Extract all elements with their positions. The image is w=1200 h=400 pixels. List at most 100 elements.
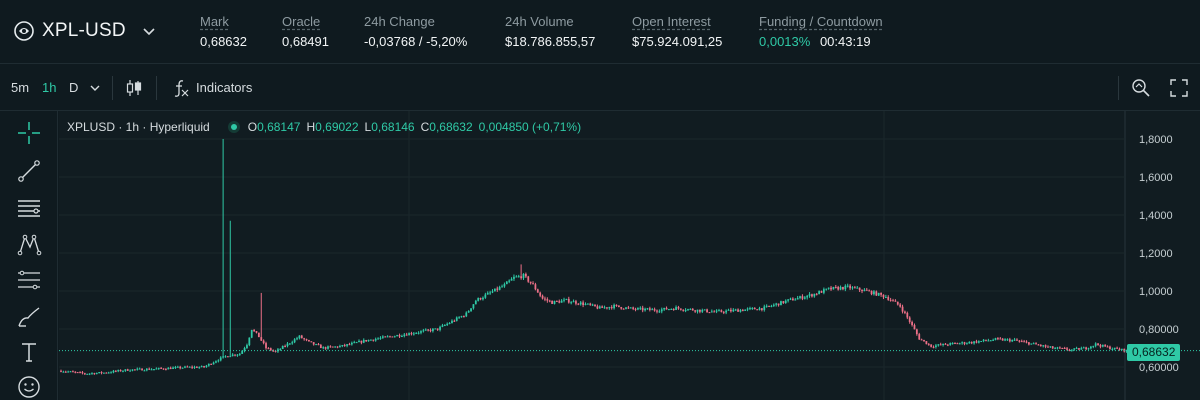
emoji-icon[interactable] bbox=[16, 374, 42, 400]
candle-body bbox=[1006, 339, 1009, 341]
candle-body bbox=[484, 294, 487, 298]
candle-body bbox=[734, 309, 737, 311]
candle-body bbox=[758, 308, 761, 311]
candle-body bbox=[746, 308, 749, 310]
candle-body bbox=[1089, 346, 1092, 349]
candle-body bbox=[470, 308, 472, 311]
candle-body bbox=[260, 337, 263, 341]
candle-body bbox=[226, 356, 229, 358]
candle-body bbox=[372, 339, 375, 341]
candle-body bbox=[563, 299, 565, 301]
candle-body bbox=[904, 311, 906, 313]
candle-body bbox=[401, 335, 403, 337]
candle-body bbox=[1075, 348, 1078, 350]
candle-body bbox=[434, 328, 437, 330]
chevron-down-icon[interactable] bbox=[87, 80, 103, 96]
candle-body bbox=[205, 365, 208, 368]
candle-body bbox=[348, 344, 351, 346]
candle-body bbox=[83, 373, 86, 375]
candle-body bbox=[246, 345, 248, 349]
candle-body bbox=[336, 346, 339, 348]
candlestick-plot[interactable]: 1,8000 1,6000 1,4000 1,2000 1,0000 0,80000 0,6… bbox=[59, 111, 1200, 400]
candle-body bbox=[873, 291, 875, 295]
crosshair-icon[interactable] bbox=[16, 120, 42, 146]
candle-body bbox=[98, 372, 101, 374]
candle-body bbox=[730, 309, 732, 312]
candle-body bbox=[386, 336, 389, 338]
candle-body bbox=[527, 276, 530, 282]
candle-body bbox=[937, 344, 940, 346]
candle-body bbox=[677, 307, 680, 309]
market-selector[interactable]: XPL-USD bbox=[14, 20, 156, 42]
interval-1h[interactable]: 1h bbox=[42, 80, 57, 95]
stat-label[interactable]: Mark bbox=[200, 14, 229, 29]
candle-body bbox=[772, 304, 775, 306]
candle-body bbox=[1042, 345, 1045, 347]
candle-body bbox=[613, 304, 615, 309]
candle-body bbox=[255, 331, 258, 333]
candle-body bbox=[591, 304, 594, 306]
candle-body bbox=[1111, 349, 1114, 351]
candle-body bbox=[446, 323, 449, 326]
candle-body bbox=[575, 301, 577, 304]
candle-body bbox=[377, 338, 379, 340]
search-zoom-icon[interactable] bbox=[1131, 78, 1151, 98]
function-icon[interactable] bbox=[171, 78, 191, 98]
candle-body bbox=[834, 286, 837, 288]
candle-body bbox=[305, 339, 308, 341]
candle-body bbox=[820, 291, 823, 293]
candle-body bbox=[379, 337, 382, 339]
stat-label[interactable]: Funding / Countdown bbox=[759, 14, 883, 29]
trend-line-icon[interactable] bbox=[16, 158, 42, 184]
candle-body bbox=[701, 310, 704, 312]
candle-body bbox=[148, 368, 151, 370]
chevron-down-icon[interactable] bbox=[142, 24, 156, 38]
candle-type-icon[interactable] bbox=[124, 78, 144, 98]
fullscreen-icon[interactable] bbox=[1169, 78, 1189, 98]
interval-d[interactable]: D bbox=[69, 80, 79, 95]
candle-body bbox=[265, 343, 267, 349]
indicators-button[interactable]: Indicators bbox=[196, 80, 253, 95]
candle-body bbox=[908, 317, 911, 322]
candle-body bbox=[1085, 347, 1088, 350]
candle-body bbox=[956, 343, 959, 345]
candle-body bbox=[832, 286, 835, 290]
candle-body bbox=[207, 363, 210, 366]
candle-body bbox=[393, 336, 396, 338]
candle-body bbox=[112, 370, 115, 373]
candle-body bbox=[119, 370, 122, 372]
candle-body bbox=[1125, 349, 1128, 352]
candle-body bbox=[300, 335, 303, 339]
candle-body bbox=[422, 330, 425, 332]
candle-body bbox=[675, 307, 677, 310]
candle-body bbox=[1018, 340, 1021, 342]
candle-body bbox=[1113, 347, 1116, 350]
fib-icon[interactable] bbox=[16, 268, 42, 294]
candle-body bbox=[524, 273, 527, 277]
candle-body bbox=[1080, 348, 1083, 350]
candle-body bbox=[784, 300, 787, 303]
interval-5m[interactable]: 5m bbox=[11, 80, 30, 95]
candle-body bbox=[1116, 347, 1119, 349]
horizontal-lines-icon[interactable] bbox=[16, 196, 42, 222]
candle-body bbox=[732, 309, 735, 312]
candle-body bbox=[1099, 345, 1102, 347]
candle-body bbox=[312, 342, 315, 345]
candle-body bbox=[200, 366, 203, 368]
candle-body bbox=[1035, 343, 1037, 345]
candle-body bbox=[427, 329, 430, 331]
candle-body bbox=[81, 372, 84, 374]
candle-body bbox=[339, 346, 341, 348]
candle-body bbox=[935, 345, 937, 347]
pattern-icon[interactable] bbox=[16, 231, 42, 257]
candle-body bbox=[508, 280, 511, 282]
stat-label[interactable]: Oracle bbox=[282, 14, 321, 29]
candle-body bbox=[417, 332, 420, 334]
stat-label[interactable]: Open Interest bbox=[632, 14, 711, 29]
price-chart[interactable]: 1,8000 1,6000 1,4000 1,2000 1,0000 0,80000 0,6… bbox=[59, 111, 1200, 400]
candle-body bbox=[877, 292, 880, 296]
candle-body bbox=[713, 311, 716, 313]
text-icon[interactable] bbox=[16, 339, 42, 365]
candle-body bbox=[782, 301, 785, 303]
brush-icon[interactable] bbox=[16, 304, 42, 330]
